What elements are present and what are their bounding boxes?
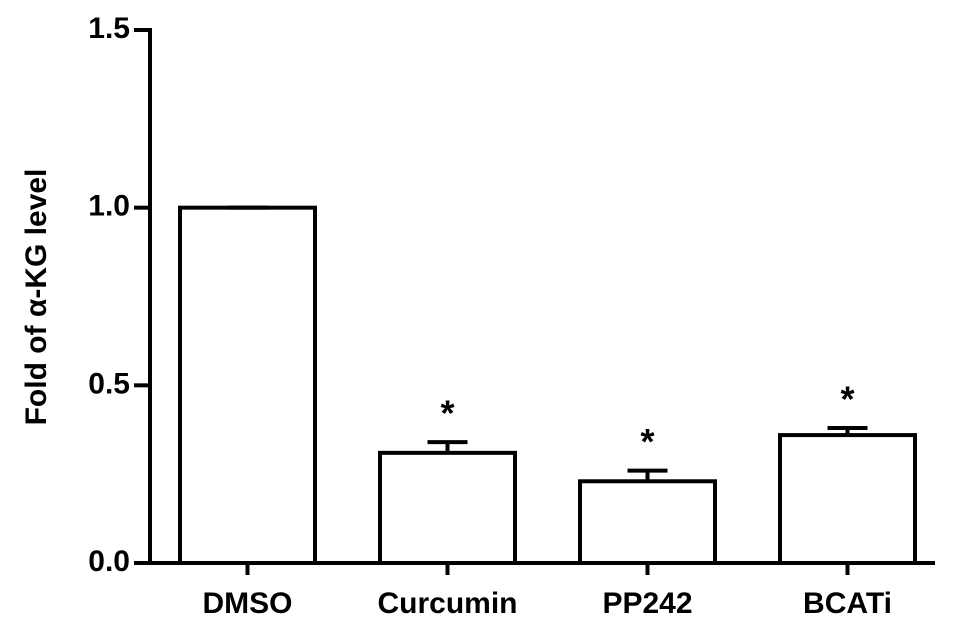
bar <box>578 479 717 566</box>
x-tick-label: BCATi <box>803 587 892 620</box>
error-bar <box>427 440 468 453</box>
error-bar <box>827 425 868 436</box>
bar <box>178 205 317 566</box>
y-tick-label: 0.5 <box>88 367 130 400</box>
error-bar <box>627 468 668 482</box>
x-tick-label: PP242 <box>602 587 692 620</box>
bar <box>378 450 517 566</box>
significance-mark: * <box>440 393 454 434</box>
bar <box>778 433 917 565</box>
significance-mark: * <box>840 378 854 419</box>
significance-mark: * <box>640 421 654 462</box>
y-tick-label: 0.0 <box>88 545 130 578</box>
y-axis-label: Fold of α-KG level <box>20 169 53 426</box>
y-tick-label: 1.0 <box>88 190 130 223</box>
x-tick-label: Curcumin <box>377 587 517 620</box>
x-tick-label: DMSO <box>203 587 293 620</box>
y-tick-label: 1.5 <box>88 12 130 45</box>
